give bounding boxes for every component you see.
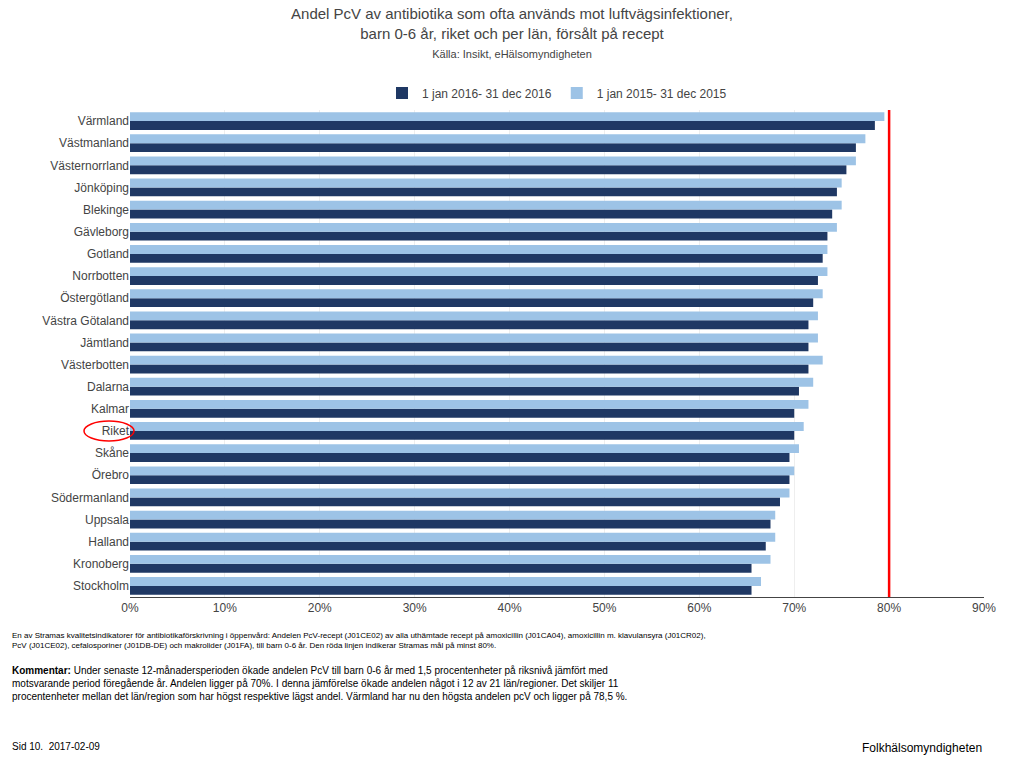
svg-text:30%: 30% xyxy=(403,601,427,615)
svg-text:Andel PcV av antibiotika som o: Andel PcV av antibiotika som ofta använd… xyxy=(291,5,733,60)
svg-text:Skåne: Skåne xyxy=(95,446,129,460)
svg-text:90%: 90% xyxy=(972,601,996,615)
svg-text:Riket: Riket xyxy=(102,424,130,438)
svg-text:Kronoberg: Kronoberg xyxy=(73,557,129,571)
svg-text:Västra Götaland: Västra Götaland xyxy=(42,314,129,328)
svg-text:Västmanland: Västmanland xyxy=(59,136,129,150)
svg-text:Uppsala: Uppsala xyxy=(85,513,129,527)
svg-text:Södermanland: Södermanland xyxy=(51,491,129,505)
svg-text:Örebro: Örebro xyxy=(92,468,130,482)
svg-text:Jämtland: Jämtland xyxy=(80,336,129,350)
svg-text:Kommentar: Under senaste 12-må: Kommentar: Under senaste 12-månadersperi… xyxy=(12,665,627,702)
svg-text:Norrbotten: Norrbotten xyxy=(72,269,129,283)
svg-text:Värmland: Värmland xyxy=(78,114,129,128)
svg-text:80%: 80% xyxy=(877,601,901,615)
svg-text:Halland: Halland xyxy=(88,535,129,549)
svg-text:Stockholm: Stockholm xyxy=(73,579,129,593)
svg-text:Västernorrland: Västernorrland xyxy=(50,159,129,173)
svg-text:Gävleborg: Gävleborg xyxy=(74,225,129,239)
svg-text:Östergötland: Östergötland xyxy=(60,291,129,305)
svg-text:Västerbotten: Västerbotten xyxy=(61,358,129,372)
svg-text:0%: 0% xyxy=(121,601,139,615)
svg-text:Gotland: Gotland xyxy=(87,247,129,261)
svg-text:60%: 60% xyxy=(687,601,711,615)
svg-text:Jönköping: Jönköping xyxy=(74,181,129,195)
svg-text:Blekinge: Blekinge xyxy=(83,203,129,217)
svg-text:40%: 40% xyxy=(498,601,522,615)
svg-text:Sid 10. 2017-02-09: Sid 10. 2017-02-09 xyxy=(12,741,100,752)
svg-text:70%: 70% xyxy=(782,601,806,615)
svg-text:Dalarna: Dalarna xyxy=(87,380,129,394)
svg-text:1 jan 2015- 31 dec 2015: 1 jan 2015- 31 dec 2015 xyxy=(597,87,727,101)
svg-text:50%: 50% xyxy=(592,601,616,615)
svg-text:Folkhälsomyndigheten: Folkhälsomyndigheten xyxy=(862,741,982,755)
svg-text:En av Stramas kvalitetsindikat: En av Stramas kvalitetsindikatorer för a… xyxy=(12,631,706,650)
svg-text:20%: 20% xyxy=(308,601,332,615)
svg-text:10%: 10% xyxy=(213,601,237,615)
svg-text:Kalmar: Kalmar xyxy=(91,402,129,416)
svg-text:1 jan 2016- 31 dec 2016: 1 jan 2016- 31 dec 2016 xyxy=(422,87,552,101)
